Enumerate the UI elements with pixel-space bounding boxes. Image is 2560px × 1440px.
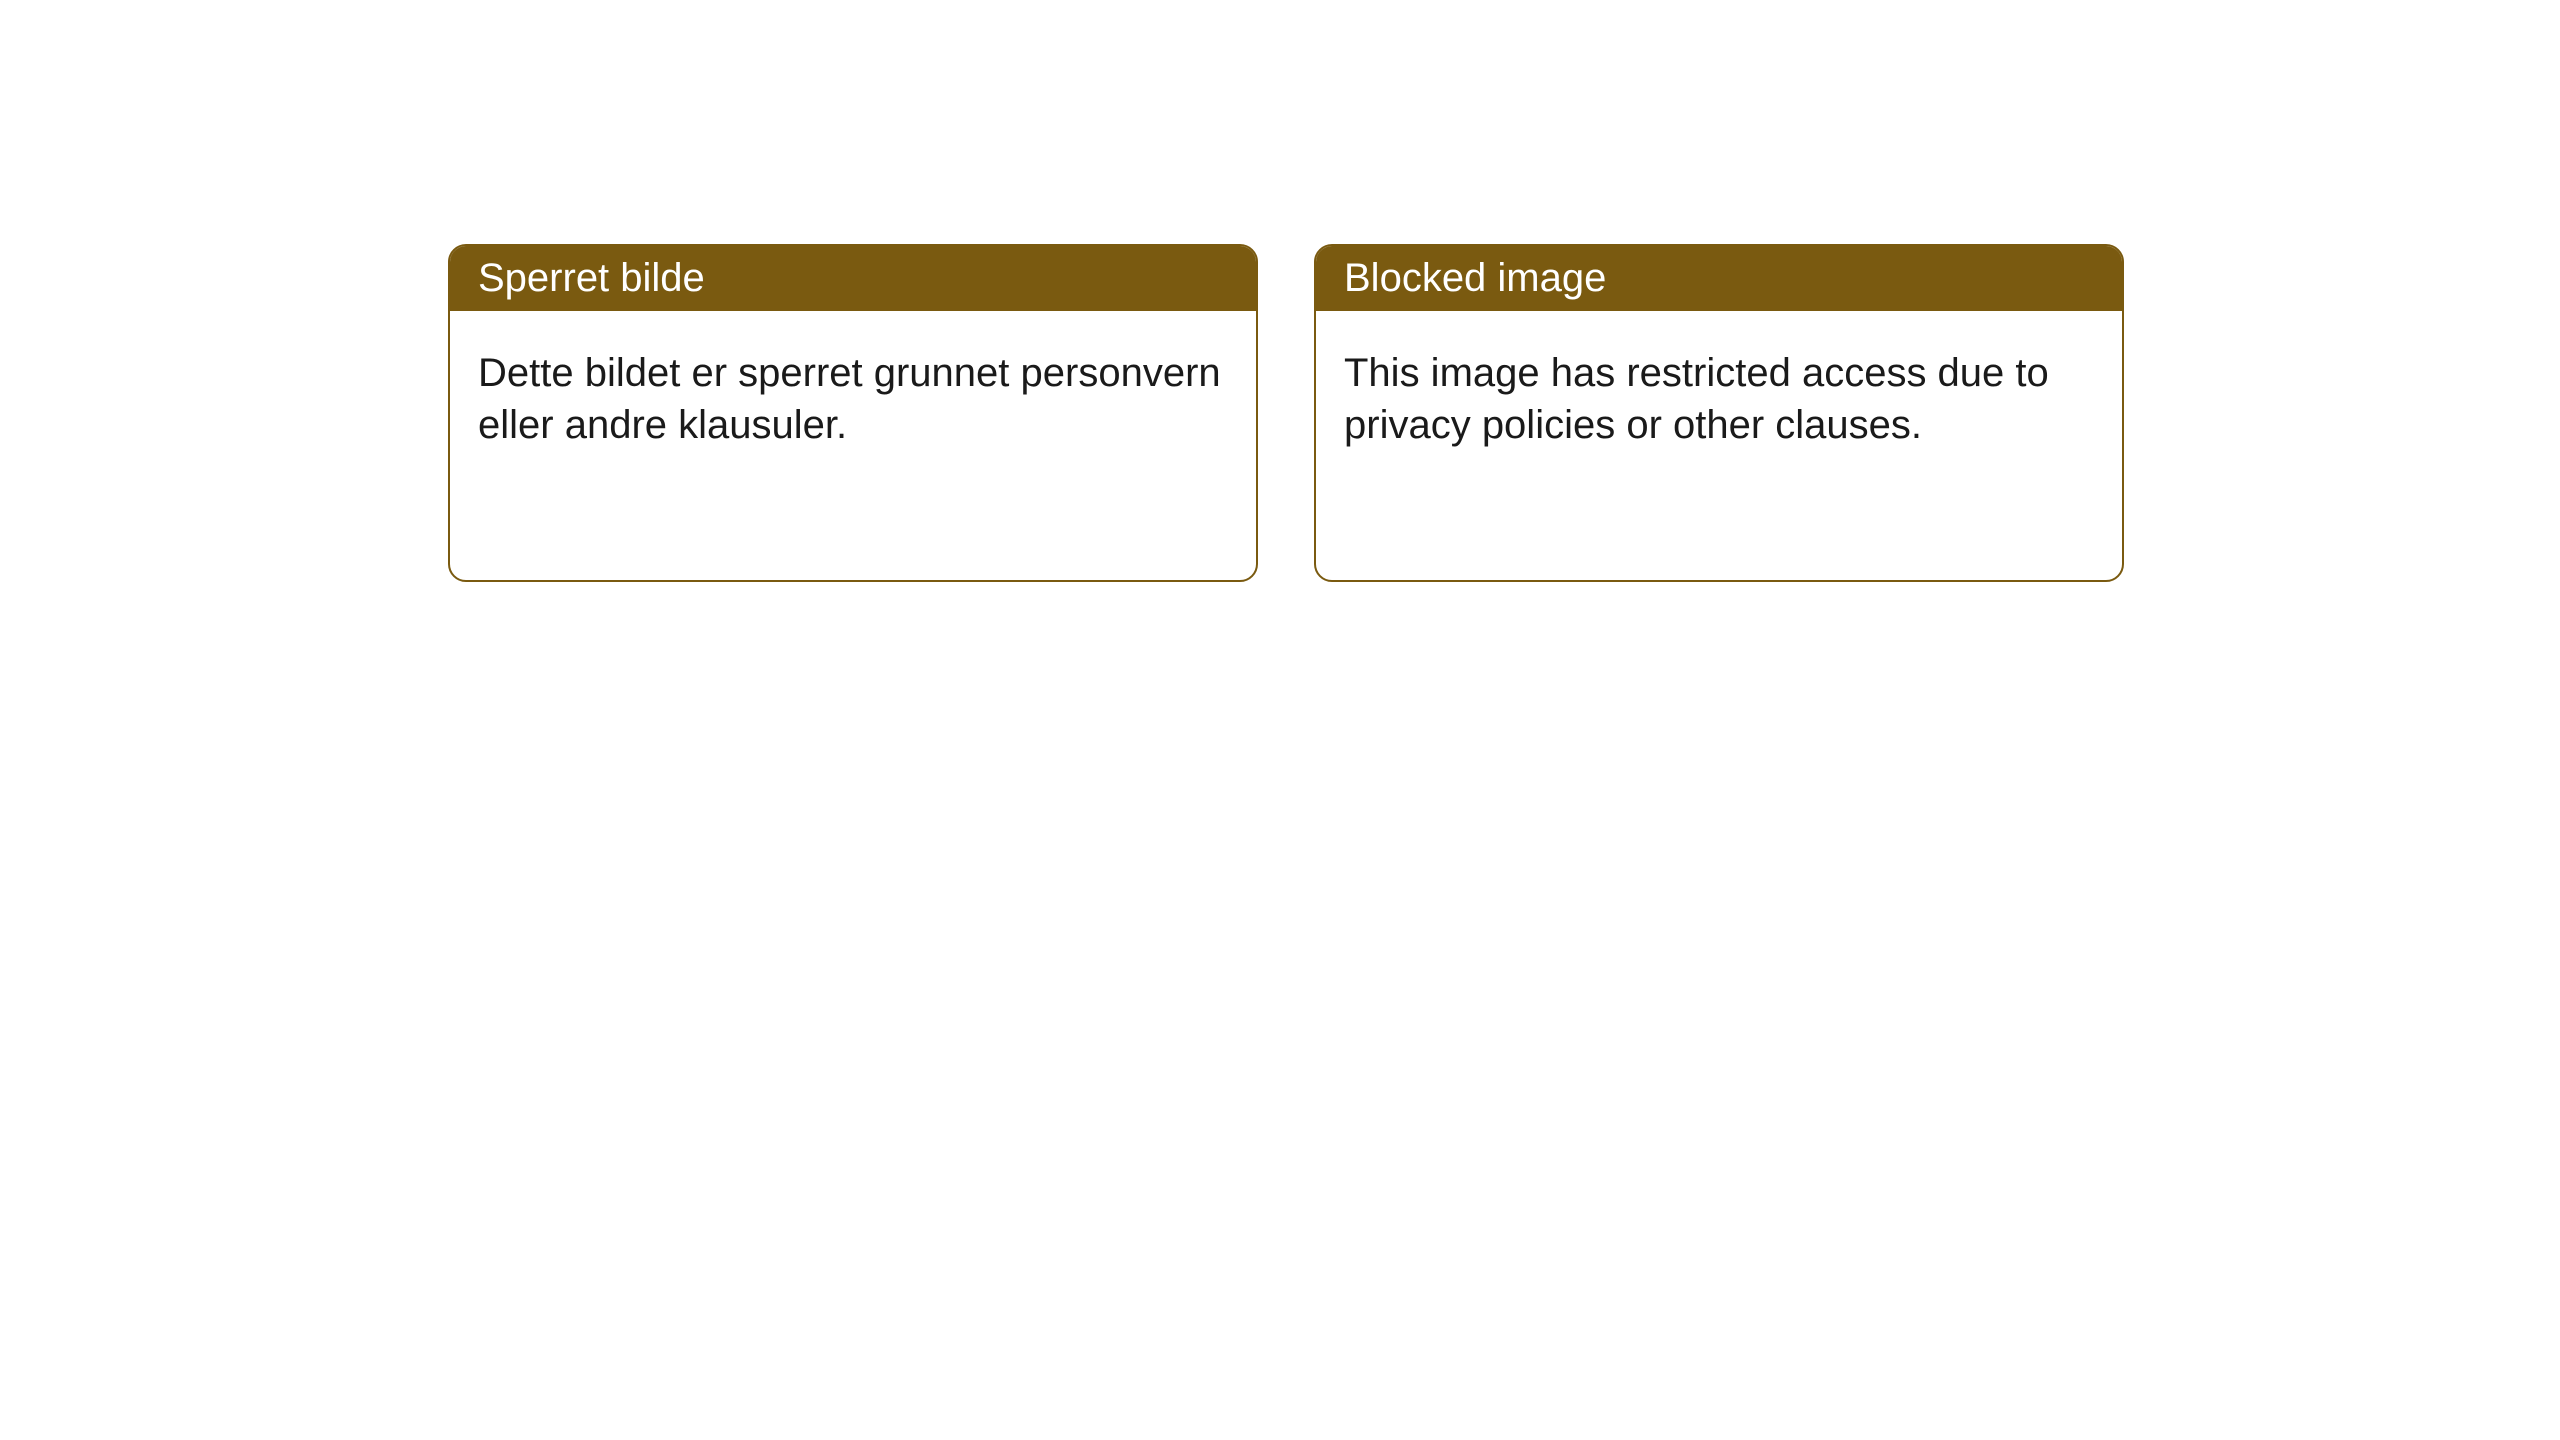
notice-card-norwegian: Sperret bilde Dette bildet er sperret gr…: [448, 244, 1258, 582]
notice-container: Sperret bilde Dette bildet er sperret gr…: [0, 0, 2560, 582]
notice-card-english: Blocked image This image has restricted …: [1314, 244, 2124, 582]
notice-card-title: Blocked image: [1316, 246, 2122, 311]
notice-card-body: Dette bildet er sperret grunnet personve…: [450, 311, 1256, 487]
notice-card-title: Sperret bilde: [450, 246, 1256, 311]
notice-card-body: This image has restricted access due to …: [1316, 311, 2122, 487]
